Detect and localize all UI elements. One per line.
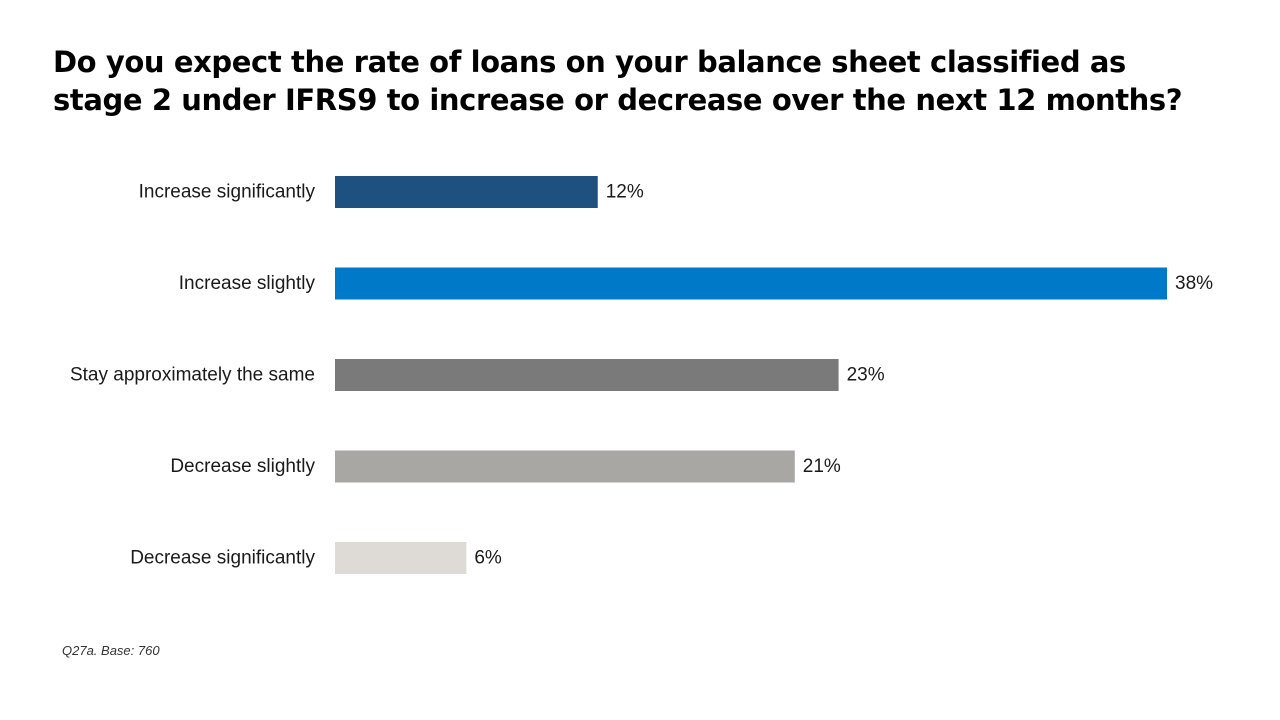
chart-title-line-1: Do you expect the rate of loans on your … xyxy=(53,45,1126,79)
chart-title-line-2: stage 2 under IFRS9 to increase or decre… xyxy=(53,83,1183,117)
category-label-4: Decrease significantly xyxy=(130,548,315,569)
data-label-0: 12% xyxy=(606,182,644,203)
category-label-0: Increase significantly xyxy=(139,182,316,203)
data-label-2: 23% xyxy=(847,365,885,386)
category-label-1: Increase slightly xyxy=(179,273,316,294)
bar-1 xyxy=(335,267,1167,300)
chart-title: Do you expect the rate of loans on your … xyxy=(53,43,1253,119)
footnote: Q27a. Base: 760 xyxy=(62,643,160,658)
data-label-3: 21% xyxy=(803,456,841,477)
data-label-4: 6% xyxy=(474,548,502,569)
bars-layer xyxy=(335,176,1167,574)
category-label-2: Stay approximately the same xyxy=(70,365,315,386)
labels-layer: Increase significantly 12% Increase slight… xyxy=(70,182,1213,569)
data-label-1: 38% xyxy=(1175,273,1213,294)
category-label-3: Decrease slightly xyxy=(170,456,315,477)
bar-0 xyxy=(335,176,598,208)
bar-3 xyxy=(335,450,795,483)
bar-2 xyxy=(335,359,839,391)
bar-4 xyxy=(335,542,467,574)
